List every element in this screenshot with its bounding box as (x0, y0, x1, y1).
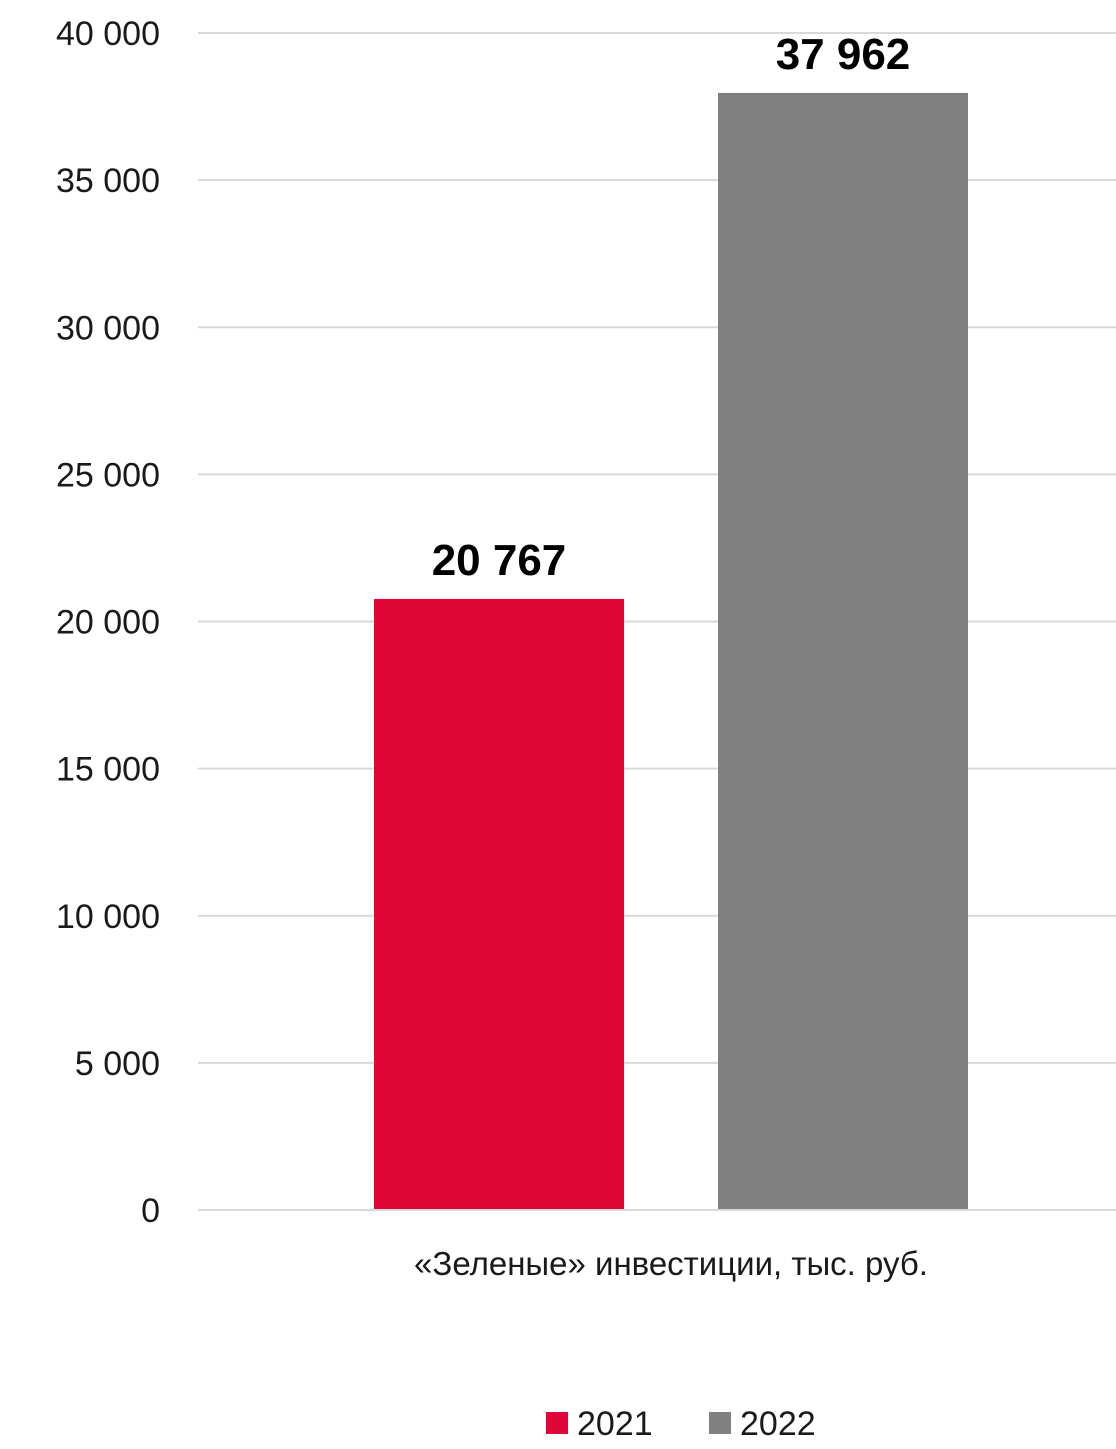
y-tick-label: 40 000 (56, 15, 160, 53)
data-label-2021: 20 767 (432, 536, 567, 585)
data-label-2022: 37 962 (776, 30, 911, 79)
legend-swatch-2022 (709, 1412, 731, 1434)
legend: 2021 2022 (546, 1405, 816, 1443)
y-tick-label: 30 000 (56, 309, 160, 347)
data-labels: 20 767 37 962 (432, 30, 911, 585)
bar-2021 (374, 598, 624, 1210)
y-tick-label: 5 000 (75, 1045, 160, 1083)
bars (374, 92, 968, 1211)
bar-2022 (718, 92, 968, 1211)
y-tick-label: 15 000 (56, 751, 160, 789)
category-label: «Зеленые» инвестиции, тыс. руб. (414, 1245, 928, 1282)
legend-swatch-2021 (546, 1412, 568, 1434)
x-axis: «Зеленые» инвестиции, тыс. руб. (198, 1209, 1116, 1282)
y-axis-tick-labels: 0 5 000 10 000 15 000 20 000 25 000 30 000 35 0… (56, 15, 160, 1230)
gridlines (198, 32, 1116, 1064)
y-tick-label: 0 (141, 1192, 160, 1230)
y-tick-label: 25 000 (56, 456, 160, 494)
y-tick-label: 10 000 (56, 898, 160, 936)
y-tick-label: 35 000 (56, 162, 160, 200)
legend-label-2022: 2022 (740, 1405, 816, 1443)
y-tick-label: 20 000 (56, 604, 160, 642)
legend-label-2021: 2021 (577, 1405, 653, 1443)
